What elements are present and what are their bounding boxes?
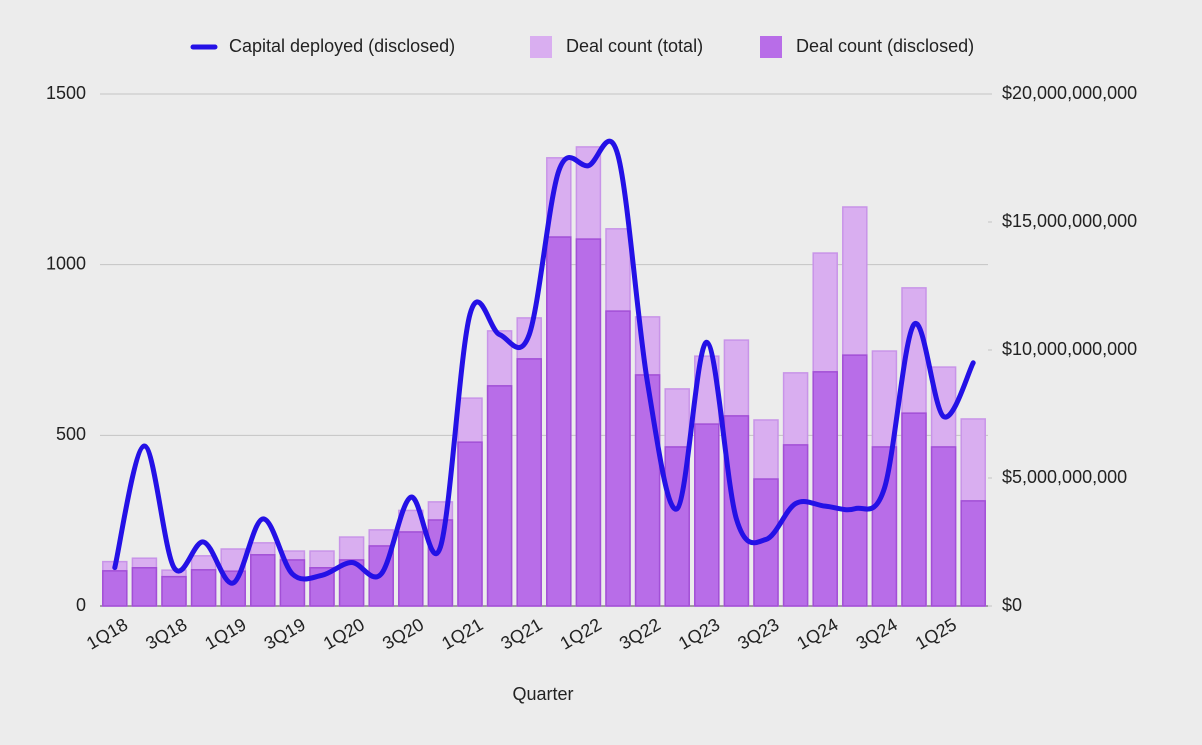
y-tick-label: 1000: [46, 253, 86, 273]
bar: [102, 570, 128, 607]
bar: [842, 354, 868, 607]
bar: [960, 500, 986, 607]
bar: [457, 441, 483, 607]
bar: [516, 358, 542, 607]
bar: [782, 444, 809, 607]
line: [112, 138, 976, 586]
bar: [546, 236, 572, 607]
x-tick-label: 1Q20: [320, 614, 368, 653]
y-tick-label: 0: [76, 595, 86, 615]
x-tick-label: 3Q20: [379, 614, 427, 653]
x-tick-label: 3Q19: [261, 614, 309, 653]
x-tick-label: 3Q22: [616, 614, 664, 653]
x-tick-label: 1Q21: [438, 614, 486, 653]
bar: [427, 519, 454, 607]
bar: [279, 559, 306, 607]
bar: [694, 423, 720, 607]
bar: [250, 554, 276, 607]
legend-swatch: [760, 36, 782, 58]
x-tick-label: 3Q23: [734, 614, 782, 653]
bar: [190, 569, 217, 607]
y2-tick-label: $10,000,000,000: [1002, 339, 1137, 359]
x-tick-label: 1Q25: [912, 614, 960, 653]
x-axis-title: Quarter: [512, 684, 573, 704]
bar: [930, 446, 957, 607]
bar: [812, 371, 838, 607]
y-tick-label: 1500: [46, 83, 86, 103]
x-tick-label: 3Q21: [497, 614, 545, 653]
x-tick-label: 1Q24: [793, 614, 841, 653]
bar: [486, 385, 513, 607]
x-tick-label: 1Q23: [675, 614, 723, 653]
bar: [871, 446, 898, 607]
bar: [161, 575, 187, 607]
x-tick-label: 1Q22: [557, 614, 605, 653]
y-tick-label: 500: [56, 424, 86, 444]
bar: [634, 374, 661, 607]
legend-swatch: [530, 36, 552, 58]
bar: [398, 531, 424, 607]
y2-tick-label: $5,000,000,000: [1002, 467, 1127, 487]
x-tick-label: 3Q24: [853, 614, 901, 653]
y2-tick-label: $15,000,000,000: [1002, 211, 1137, 231]
x-tick-label: 1Q19: [201, 614, 249, 653]
bar: [901, 412, 927, 607]
bar: [131, 567, 158, 607]
bar: [575, 238, 602, 607]
x-tick-label: 1Q18: [83, 614, 131, 653]
legend-label: Deal count (disclosed): [796, 36, 974, 56]
x-tick-label: 3Q18: [142, 614, 190, 653]
y2-tick-label: $0: [1002, 595, 1022, 615]
y2-tick-label: $20,000,000,000: [1002, 83, 1137, 103]
bar: [605, 310, 631, 607]
legend-label: Capital deployed (disclosed): [229, 36, 455, 56]
legend-label: Deal count (total): [566, 36, 703, 56]
